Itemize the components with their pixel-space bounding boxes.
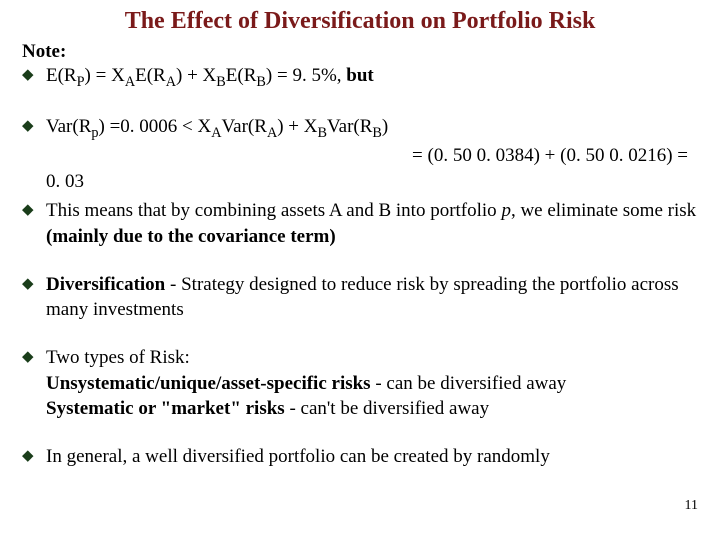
subscript: A — [125, 74, 135, 90]
text-fragment: = (0. 50 0. 0384) + (0. 50 0. 0216) = — [412, 145, 688, 166]
text-fragment: E(R — [135, 65, 166, 86]
text-fragment: ) = X — [85, 65, 125, 86]
subscript: B — [256, 74, 266, 90]
variance-result: 0. 03 — [46, 169, 698, 195]
subscript: p — [91, 125, 98, 141]
spacer — [22, 96, 698, 114]
page-number: 11 — [685, 498, 698, 514]
bullet-general: In general, a well diversified portfolio… — [22, 444, 698, 470]
text-fragment: ) + X — [277, 116, 317, 137]
text-bold: Unsystematic/unique/asset-specific risks — [46, 373, 371, 394]
risk-type-line: Unsystematic/unique/asset-specific risks… — [46, 371, 698, 397]
bullet-list: E(RP) = XAE(RA) + XBE(RB) = 9. 5%, but — [22, 63, 698, 92]
bullet-diversification: Diversification - Strategy designed to r… — [22, 272, 698, 323]
text-fragment: - can be diversified away — [371, 373, 567, 394]
text-bold: (mainly due to the covariance term) — [46, 226, 336, 247]
slide-container: The Effect of Diversification on Portfol… — [0, 0, 720, 540]
text-fragment: E(R — [46, 65, 77, 86]
bullet-variance: Var(Rp) =0. 0006 < XAVar(RA) + XBVar(RB)… — [22, 114, 698, 194]
text-fragment: Var(R — [222, 116, 267, 137]
text-bold: Systematic or "market" risks — [46, 398, 285, 419]
subscript: B — [216, 74, 226, 90]
note-label: Note: — [22, 41, 698, 63]
text-fragment: ) = 9. 5%, — [266, 65, 346, 86]
spacer — [22, 426, 698, 444]
bullet-list: Diversification - Strategy designed to r… — [22, 272, 698, 323]
text-fragment: This means that by combining assets A an… — [46, 200, 501, 221]
variance-calc-line: = (0. 50 0. 0384) + (0. 50 0. 0216) = — [46, 143, 698, 169]
text-fragment: - can't be diversified away — [285, 398, 489, 419]
text-fragment: , we eliminate some risk — [511, 200, 696, 221]
text-fragment: E(R — [226, 65, 257, 86]
text-fragment: Var(R — [327, 116, 372, 137]
text-fragment: In general, a well diversified portfolio… — [46, 446, 550, 467]
text-italic: p — [501, 200, 511, 221]
subscript: A — [211, 125, 221, 141]
text-fragment: Two types of Risk: — [46, 347, 190, 368]
spacer — [22, 254, 698, 272]
bullet-list: Var(Rp) =0. 0006 < XAVar(RA) + XBVar(RB)… — [22, 114, 698, 250]
text-bold: but — [346, 65, 373, 86]
text-fragment: ) — [382, 116, 388, 137]
subscript: P — [77, 74, 85, 90]
bullet-list: Two types of Risk: Unsystematic/unique/a… — [22, 345, 698, 422]
subscript: A — [166, 74, 176, 90]
text-fragment: ) + X — [176, 65, 216, 86]
bullet-risk-types: Two types of Risk: Unsystematic/unique/a… — [22, 345, 698, 422]
bullet-list: In general, a well diversified portfolio… — [22, 444, 698, 470]
risk-type-line: Systematic or "market" risks - can't be … — [46, 396, 698, 422]
text-fragment: Var(R — [46, 116, 91, 137]
text-fragment: ) =0. 0006 < X — [99, 116, 212, 137]
subscript: B — [318, 125, 328, 141]
slide-title: The Effect of Diversification on Portfol… — [22, 8, 698, 35]
subscript: B — [372, 125, 382, 141]
bullet-meaning: This means that by combining assets A an… — [22, 198, 698, 249]
subscript: A — [267, 125, 277, 141]
spacer — [22, 327, 698, 345]
bullet-expected-return: E(RP) = XAE(RA) + XBE(RB) = 9. 5%, but — [22, 63, 698, 92]
text-bold: Diversification — [46, 274, 165, 295]
